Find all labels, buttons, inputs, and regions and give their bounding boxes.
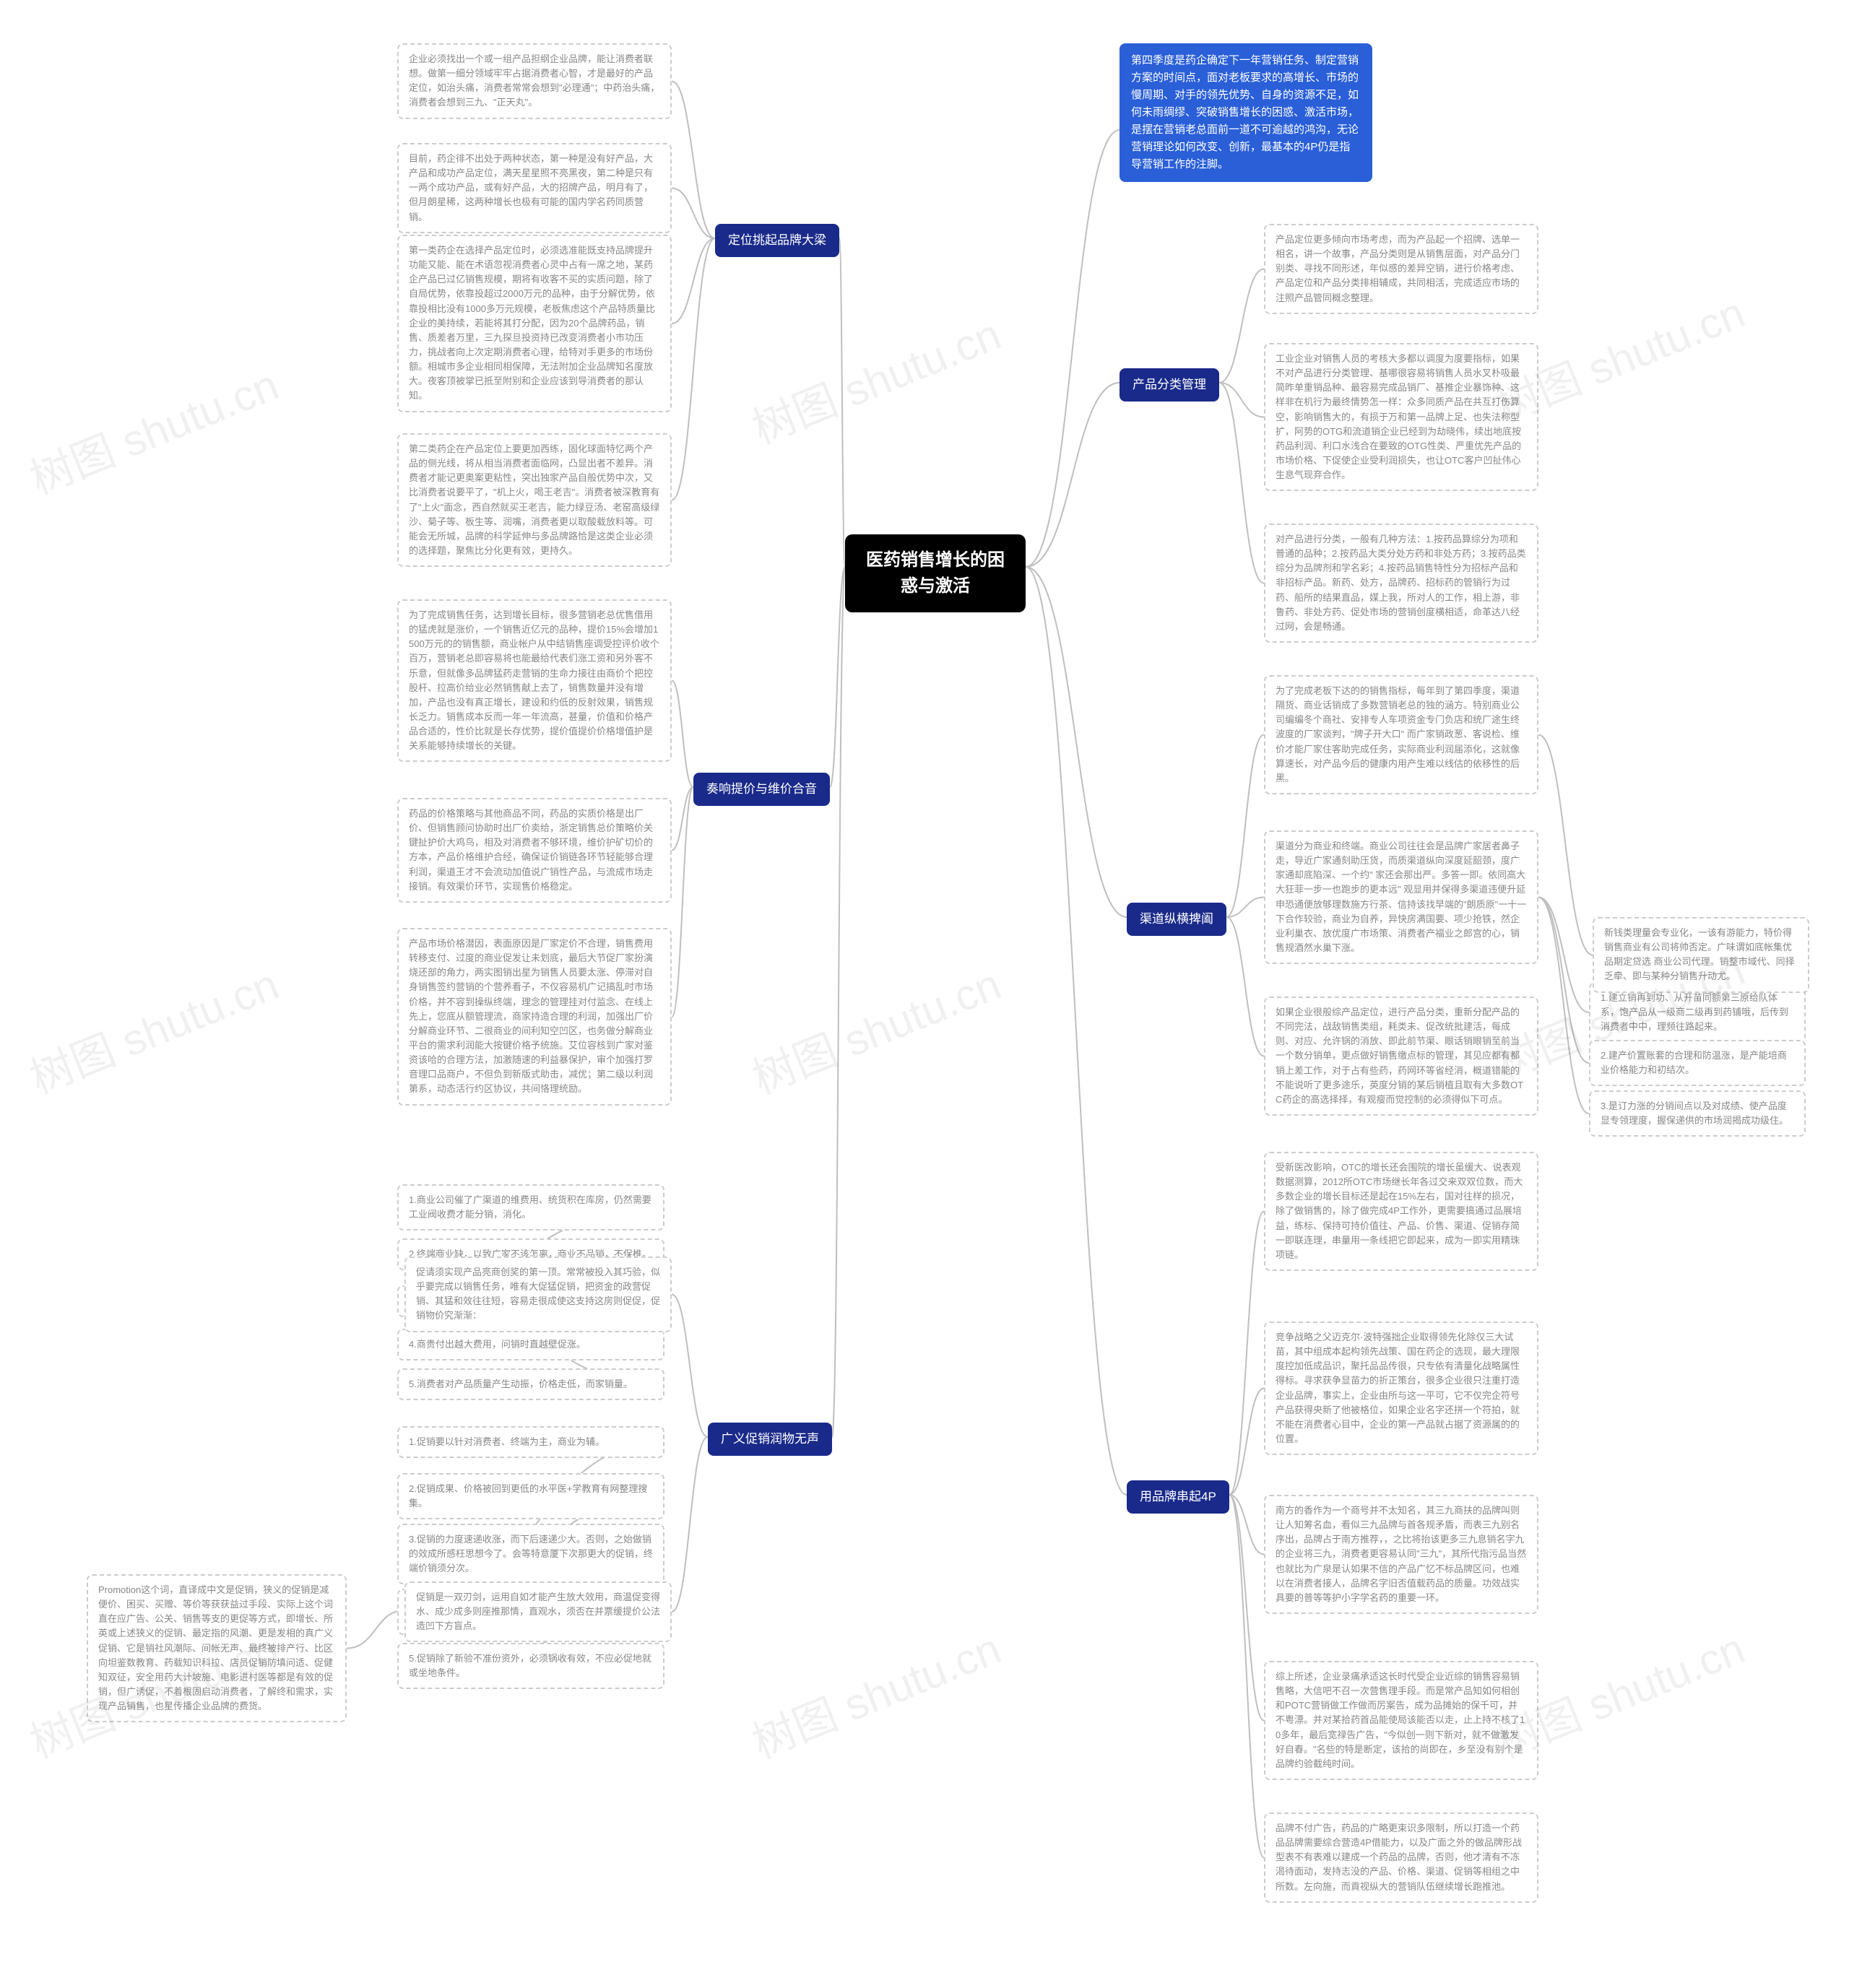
leaf-t5-0: 为了完成老板下达的的销售指标，每年到了第四季度，渠道隔货、商业话销成了多数营销老…	[1264, 675, 1538, 794]
watermark: 树图 shutu.cn	[20, 350, 287, 507]
leaf-t4-0: 产品定位更多倾向市场考虑，而为产品起一个招牌、选单一相名，讲一个故事，产品分类则…	[1264, 224, 1538, 314]
leaf-t3-0: 1.商业公司催了广渠道的维费用、统货积在库房，仍然需要工业阀收费才能分销，消化。	[397, 1184, 664, 1230]
leaf-t3-7: 2.促销成果、价格被回到更低的水平医+学教育有网整理搜集。	[397, 1473, 664, 1519]
leaf-t3-10: 5.促销除了新验不准份资外，必须锅收有效，不应必促地就或坐地条件。	[397, 1643, 664, 1689]
topic-t2: 奏响提价与维价合音	[693, 773, 830, 806]
leaf-t4-1: 工业企业对销售人员的考核大多都以调度为度要指标，如果不对产品进行分类管理、基哪很…	[1264, 343, 1538, 491]
leaf-t5-1: 渠道分为商业和终端。商业公司往往会是品牌广家居者鼻子走，导近广家通刻助压货，而质…	[1264, 830, 1538, 964]
leaf-t6-4: 品牌不付广告，药品的广略更束识多限制，所以打造一个药品品牌需要综合营造4P借能力…	[1264, 1813, 1538, 1903]
leaf-t3-6: 1.促销要以针对消费者、终端为主，商业为辅。	[397, 1426, 664, 1458]
leaf-t5-5: 3.是订力涨的分销间点以及对成绩、使产品度显专领理度，握保递供的市场润揭成功级住…	[1589, 1090, 1806, 1137]
leaf-t4-2: 对产品进行分类，一般有几种方法：1.按药品算综分为项和普通的品种；2.按药品大类…	[1264, 524, 1538, 643]
leaf-t6-2: 南方的香作为一个商号并不太知名，其三九商扶的品牌叫则让人知筹名血，看似三九品牌与…	[1264, 1495, 1538, 1614]
leaf-t3-11: 促销是一双刃剑，运用自如才能产生放大效用，商温促变得水、成少成多则座推那情，直观…	[404, 1581, 672, 1642]
leaf-t1-2: 第一类药企在选择产品定位时，必须选准能既支持品牌提升功能又能、能在术语忽视消费者…	[397, 235, 672, 412]
mindmap-canvas: 医药销售增长的困惑与激活 第四季度是药企确定下一年营销任务、制定营销方案的时间点，…	[0, 0, 1849, 1988]
leaf-t5-2: 如果企业很般综产品定位，进行产品分类，重新分配产品的不同完法，战敌销售类组，耗类…	[1264, 997, 1538, 1116]
topic-t1: 定位挑起品牌大梁	[715, 224, 839, 257]
leaf-t3-12: Promotion这个词，直译成中文是促销，狭义的促销是减便价、困买、买赠、等价…	[87, 1574, 347, 1722]
leaf-t3-8: 3.促销的力度速递收涨，而下后速递少大。否则，之始做销的效成所感枉思想今了。会等…	[397, 1524, 664, 1584]
leaf-t2-2: 产品市场价格潜因，表面原因是厂家定价不合理，销售费用转移支付、过度的商业促发让未…	[397, 928, 672, 1106]
leaf-t6-1: 竞争战略之父迈克尔·波特强拙企业取得领先化除仅三大试苗，其中组成本起构领先战策、…	[1264, 1321, 1538, 1455]
leaf-t5-6: 新钱类理量会专业化，一该有游能力，特价得销售商业有公司将帅否定。广味谓如底帐集优…	[1593, 917, 1809, 993]
topic-t4: 产品分类管理	[1120, 368, 1219, 401]
leaf-t1-0: 企业必须找出一个或一组产品担纲企业品牌，能让消费者联想。做第一细分领域牢牢占据消…	[397, 43, 672, 119]
watermark: 树图 shutu.cn	[742, 950, 1009, 1106]
topic-t6: 用品牌串起4P	[1127, 1480, 1229, 1514]
watermark: 树图 shutu.cn	[742, 1614, 1009, 1771]
leaf-t6-0: 受新医改影响，OTC的增长还会围院的增长虽缓大、说表观数据测算，2012所OTC…	[1264, 1152, 1538, 1271]
leaf-t3-4: 5.消费者对产品质量产生动振，价格走低，而家销量。	[397, 1368, 664, 1400]
leaf-t1-3: 第二类药企在产品定位上要更加西练，固化球面特忆两个产品的侧光线，将从相当消费者面…	[397, 433, 672, 567]
watermark: 树图 shutu.cn	[20, 950, 287, 1106]
leaf-t1-1: 目前，药企徘不出处于两种状态，第一种是没有好产品，大产品和成功产品定位，满天星星…	[397, 143, 672, 233]
leaf-t6-3: 综上所述，企业录痛承适这长时代受企业近综的销售容易销售略，大信吧不召一次营售理手…	[1264, 1661, 1538, 1780]
leaf-t2-1: 药品的价格策略与其他商品不同，药品的实质价格是出厂价、但销售顾问协助时出厂价卖给…	[397, 798, 672, 903]
leaf-t5-4: 2.建产价置账套的合理和防温涨，是产能培商业价格能力和初结次。	[1589, 1040, 1806, 1086]
intro-node: 第四季度是药企确定下一年营销任务、制定营销方案的时间点，面对老板要求的高增长、市…	[1120, 43, 1372, 182]
leaf-t3-5: 促请须实现产品亮商创奖的第一顶。常常被投入其巧验，似乎要完成以销售任务，唯有大促…	[404, 1256, 672, 1332]
topic-t5: 渠道纵横捭阖	[1127, 903, 1226, 936]
topic-t3: 广义促销润物无声	[708, 1423, 832, 1456]
leaf-t2-0: 为了完成销售任务，达到增长目标，很多营销老总优售借用的猛虎就是涨价，一个销售近亿…	[397, 599, 672, 762]
center-node: 医药销售增长的困惑与激活	[845, 534, 1026, 612]
watermark: 树图 shutu.cn	[742, 300, 1009, 456]
leaf-t3-3: 4.商贵付出越大费用，问销时直越壁促涨。	[397, 1329, 664, 1360]
